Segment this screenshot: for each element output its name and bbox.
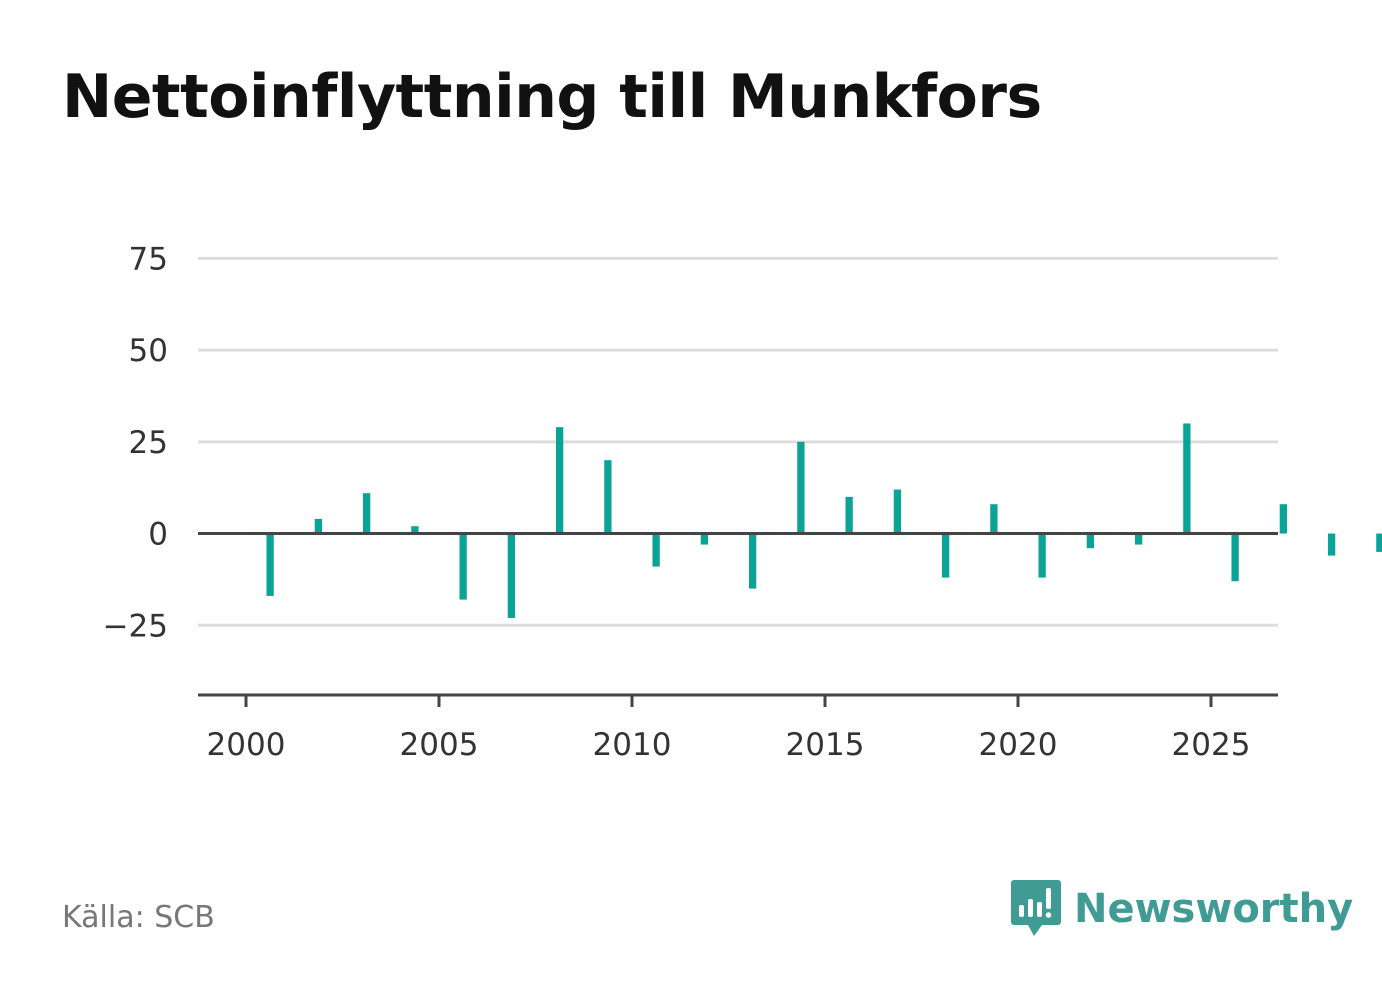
axes xyxy=(198,532,1278,697)
bar xyxy=(507,533,516,618)
x-tick-label: 2015 xyxy=(786,727,865,763)
bar xyxy=(1134,533,1143,545)
y-axis-ticks: 75 50 25 0 −25 xyxy=(103,241,168,644)
bar xyxy=(1086,533,1095,549)
bar xyxy=(990,504,998,534)
x-tick-label: 2010 xyxy=(593,727,672,763)
bar xyxy=(652,533,660,567)
bar xyxy=(1279,504,1288,534)
bar xyxy=(748,533,757,589)
grid-lines xyxy=(198,256,1278,627)
bar xyxy=(411,526,419,534)
x-tick-label: 2005 xyxy=(400,727,479,763)
y-tick-label: 75 xyxy=(129,241,168,277)
bar xyxy=(555,427,564,534)
bar xyxy=(1038,533,1046,578)
bar xyxy=(314,518,323,534)
bar xyxy=(845,496,853,534)
bar xyxy=(266,533,274,596)
bar xyxy=(797,441,805,534)
bar xyxy=(1183,423,1191,534)
y-tick-label: 0 xyxy=(148,517,168,553)
bar xyxy=(459,533,467,600)
y-tick-label: 25 xyxy=(129,425,168,461)
y-tick-label: −25 xyxy=(103,608,168,644)
brand-logo[interactable]: Newsworthy xyxy=(1010,878,1353,940)
bar xyxy=(893,489,902,534)
bar xyxy=(700,533,709,545)
bar xyxy=(1231,533,1239,582)
x-axis-ticks: 2000 2005 2010 2015 2020 2025 xyxy=(207,695,1251,763)
x-tick-label: 2020 xyxy=(979,727,1058,763)
bars xyxy=(266,423,1382,618)
bar xyxy=(941,533,950,578)
source-label: Källa: SCB xyxy=(62,900,215,935)
bar xyxy=(362,493,371,534)
x-tick-label: 2000 xyxy=(207,727,286,763)
bar xyxy=(604,460,612,534)
bar xyxy=(1327,533,1336,556)
y-tick-label: 50 xyxy=(129,333,168,369)
x-tick-label: 2025 xyxy=(1172,727,1251,763)
newsworthy-logo-icon xyxy=(1011,880,1061,936)
bar xyxy=(1376,533,1382,552)
brand-name: Newsworthy xyxy=(1074,886,1354,932)
chart-title: Nettoinflyttning till Munkfors xyxy=(62,62,1042,132)
